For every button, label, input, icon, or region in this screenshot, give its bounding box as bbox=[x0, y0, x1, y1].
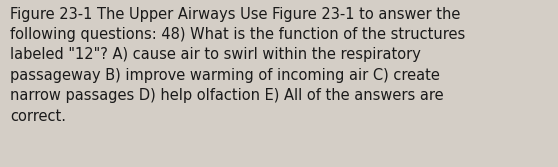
Text: Figure 23-1 The Upper Airways Use Figure 23-1 to answer the
following questions:: Figure 23-1 The Upper Airways Use Figure… bbox=[10, 7, 465, 124]
